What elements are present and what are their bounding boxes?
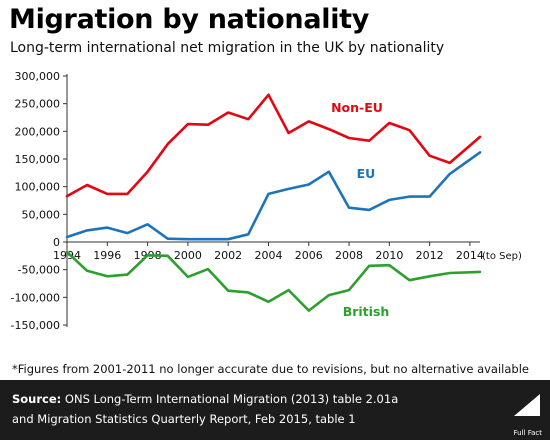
x-extra-label: (to Sep) <box>482 251 522 262</box>
y-tick-label: -50,000 <box>18 264 60 277</box>
x-tick-label: 2004 <box>254 249 282 262</box>
series-line-eu <box>65 151 482 241</box>
series-line-british <box>65 250 482 312</box>
footnote: *Figures from 2001-2011 no longer accura… <box>12 362 529 376</box>
source-line-2: and Migration Statistics Quarterly Repor… <box>12 412 356 426</box>
y-tick-label: -150,000 <box>11 319 60 332</box>
x-tick-label: 2000 <box>174 249 202 262</box>
source-footer: Source: ONS Long-Term International Migr… <box>0 380 550 440</box>
y-tick-label: 300,000 <box>15 70 61 83</box>
source-label: Source: <box>12 392 62 406</box>
y-tick-label: -100,000 <box>11 291 60 304</box>
series-line-non-eu <box>65 93 482 198</box>
x-tick-label: 2006 <box>295 249 323 262</box>
y-tick-label: 100,000 <box>15 181 61 194</box>
x-tick-label: 2012 <box>416 249 444 262</box>
series-label-eu: EU <box>357 166 376 181</box>
x-tick-label: 2002 <box>214 249 242 262</box>
y-tick-label: 250,000 <box>15 98 61 111</box>
source-line-1: Source: ONS Long-Term International Migr… <box>12 392 398 406</box>
x-tick-label: 2010 <box>375 249 403 262</box>
migration-line-chart: 300,000 250,000 200,000 150,000 100,000 50,00… <box>11 70 522 332</box>
full-fact-logo-icon <box>514 394 540 416</box>
y-tick-label: 50,000 <box>22 208 61 221</box>
y-tick-label: 150,000 <box>15 153 61 166</box>
y-tick-label: 200,000 <box>15 125 61 138</box>
chart-title: Migration by nationality <box>9 4 370 35</box>
x-tick-label: 1996 <box>93 249 121 262</box>
y-tick-label: 0 <box>53 236 60 249</box>
source-text-1: ONS Long-Term International Migration (2… <box>64 392 399 406</box>
series-label-british: British <box>343 304 390 319</box>
chart-subtitle: Long-term international net migration in… <box>10 40 445 56</box>
series-label-non-eu: Non-EU <box>331 100 383 115</box>
x-tick-label: 2008 <box>335 249 363 262</box>
x-tick-label: 2014 <box>456 249 484 262</box>
logo-text: Full Fact <box>513 429 542 437</box>
